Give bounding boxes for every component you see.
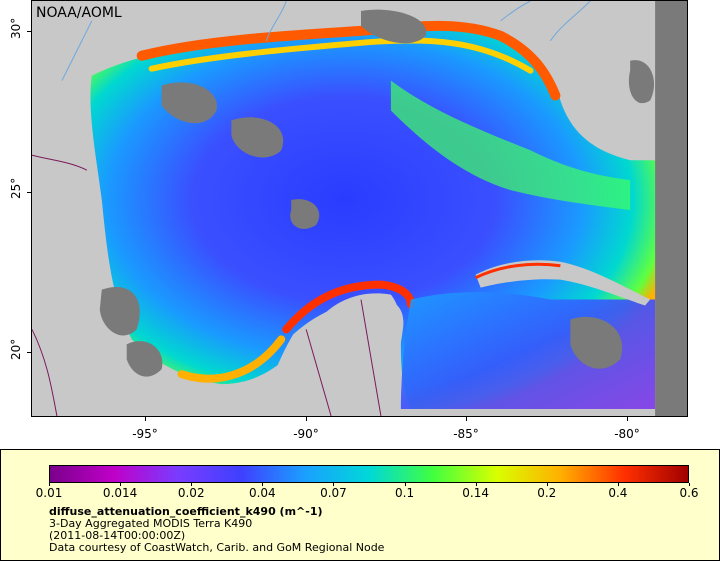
cuba-coast [474, 262, 561, 280]
lon-tick-85 [466, 417, 467, 421]
lon-tick-95 [145, 417, 146, 421]
borders [32, 154, 382, 416]
data-credit: Data courtesy of CoastWatch, Carib. and … [49, 541, 385, 554]
colorbar-tick-label: 0.01 [35, 486, 63, 500]
colorbar-tick-label: 0.1 [395, 486, 415, 500]
colorbar-tick-label: 0.07 [320, 486, 347, 500]
colorbar-tick [404, 483, 406, 486]
legend-panel: 0.01 0.014 0.02 0.04 0.07 0.1 0.14 0.2 0.4 0.6 di… [0, 449, 720, 561]
colorbar-tick-label: 0.6 [679, 486, 699, 500]
colorbar-tick-label: 0.02 [177, 486, 205, 500]
variable-name: diffuse_attenuation_coefficient_k490 (m^… [49, 505, 323, 518]
yucatan-land [261, 299, 404, 410]
lon-label-80: -80° [614, 427, 640, 441]
colorbar-tick [191, 483, 193, 486]
florida-shelf [390, 80, 631, 210]
map-panel: NOAA/AOML [31, 0, 688, 417]
yucatan-coast [282, 280, 415, 334]
colorbar-tick-label: 0.2 [537, 486, 557, 500]
colorbar-tick [475, 483, 477, 486]
lon-tick-90 [306, 417, 307, 421]
lon-label-90: -90° [293, 427, 319, 441]
campeche-coast [177, 335, 286, 383]
lat-tick-20 [27, 352, 31, 353]
coastal-north-inner [148, 37, 534, 74]
cloud-mask [99, 1, 687, 416]
colorbar-tick-label: 0.14 [462, 486, 490, 500]
colorbar-tick [262, 483, 264, 486]
lat-tick-30 [27, 31, 31, 32]
florida-land [520, 1, 656, 161]
colorbar-tick-label: 0.014 [102, 486, 138, 500]
legend-text: diffuse_attenuation_coefficient_k490 (m^… [49, 506, 384, 554]
colorbar-tick [617, 483, 619, 486]
k490-map [32, 1, 687, 416]
colorbar-tick [689, 483, 690, 486]
lat-label-20: 20° [9, 338, 23, 360]
lon-label-95: -95° [132, 427, 158, 441]
colorbar-tick [333, 483, 335, 486]
lat-label-25: 25° [9, 177, 23, 199]
colorbar-tick-label: 0.04 [248, 486, 276, 500]
colorbar-tick-label: 0.4 [608, 486, 628, 500]
colorbar-tick [546, 483, 548, 486]
colorbar-tick [49, 483, 50, 486]
lat-label-30: 30° [9, 17, 23, 39]
colorbar [49, 465, 689, 483]
lon-tick-80 [627, 417, 628, 421]
dataset-description: 3-Day Aggregated MODIS Terra K490 [49, 517, 253, 530]
colorbar-tick [120, 483, 122, 486]
source-label: NOAA/AOML [36, 5, 122, 21]
cuba-land [475, 260, 651, 306]
lat-tick-25 [27, 192, 31, 193]
lon-label-85: -85° [453, 427, 479, 441]
dataset-date: (2011-08-14T00:00:00Z) [49, 529, 186, 542]
rivers [61, 1, 591, 81]
